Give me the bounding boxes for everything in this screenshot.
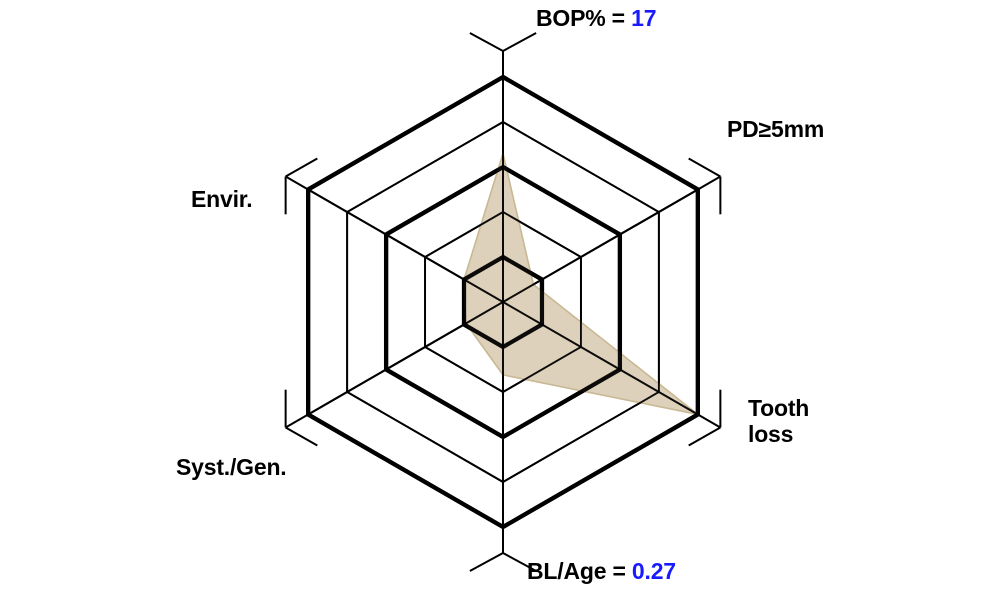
radar-axis-bracket-tooth-arm2 xyxy=(688,426,721,447)
radar-axis-bracket-bop-arm1 xyxy=(469,32,504,52)
radar-axis-extension-envir xyxy=(285,175,309,191)
axis-label-tooth-line2: loss xyxy=(748,420,794,447)
axis-label-bop: BOP% = 17 xyxy=(536,5,657,32)
radar-grid-overlay xyxy=(306,74,700,530)
axis-label-tooth-line1: Tooth xyxy=(748,395,810,421)
radar-axis-extension-pd xyxy=(697,175,721,191)
axis-label-syst-name: Syst./Gen. xyxy=(176,454,287,480)
axis-label-syst-gen: Syst./Gen. xyxy=(176,454,287,481)
axis-label-bl-age: BL/Age = 0.27 xyxy=(527,558,676,585)
axis-label-tooth-loss: Tooth loss xyxy=(748,395,810,448)
axis-label-pd-name: PD≥5mm xyxy=(727,116,825,142)
axis-label-pd: PD≥5mm xyxy=(727,116,825,143)
radar-axis-extension-syst xyxy=(285,413,309,429)
axis-label-bop-name: BOP% = xyxy=(536,5,632,31)
radar-axis-extension-tooth xyxy=(697,413,721,429)
axis-value-bl-age: 0.27 xyxy=(631,558,676,584)
axis-label-bl-name: BL/Age = xyxy=(527,558,632,584)
radar-axis-bracket-bl-arm1 xyxy=(469,552,504,572)
radar-spoke-overlay-syst xyxy=(307,301,504,416)
axis-label-envir-name: Envir. xyxy=(191,186,253,212)
radar-spoke-overlay-tooth xyxy=(502,301,699,416)
radar-axis-bracket-bop-arm2 xyxy=(502,32,537,52)
radar-axis-bracket-pd-arm2 xyxy=(688,157,721,178)
radar-axis-bracket-envir-arm2 xyxy=(285,157,318,178)
radar-axis-bracket-syst-arm2 xyxy=(285,426,318,447)
axis-value-bop: 17 xyxy=(631,5,657,31)
axis-label-envir: Envir. xyxy=(191,186,253,213)
radar-spoke-overlay-envir xyxy=(307,188,504,303)
radar-axis-brackets xyxy=(284,32,722,572)
radar-spoke-overlay-pd xyxy=(502,188,699,303)
radar-axis-bracket-bl-arm2 xyxy=(502,552,537,572)
